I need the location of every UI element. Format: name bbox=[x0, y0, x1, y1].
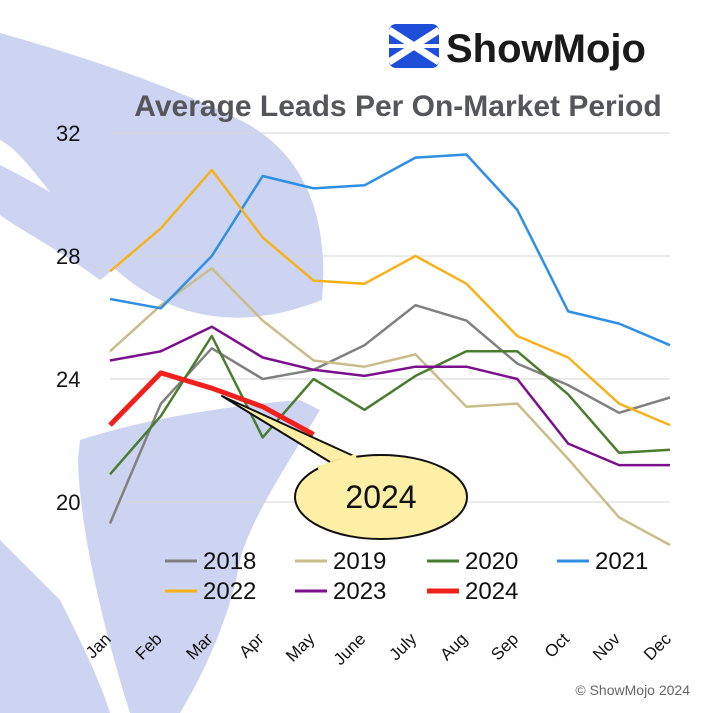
background-swoosh-top bbox=[0, 33, 324, 318]
callout-2024: 2024 bbox=[221, 395, 468, 540]
brand-logo: ShowMojo bbox=[387, 24, 646, 71]
series-lines bbox=[108, 153, 671, 547]
brand-name: ShowMojo bbox=[446, 27, 646, 71]
x-tick-label: Aug bbox=[436, 629, 471, 664]
y-axis-ticks: 20 24 28 32 bbox=[56, 121, 80, 515]
x-tick-label: Nov bbox=[589, 629, 624, 664]
legend-label-2021: 2021 bbox=[595, 548, 648, 575]
x-tick-label: Dec bbox=[640, 629, 675, 664]
callout-bubble bbox=[294, 454, 468, 540]
y-tick-label: 24 bbox=[56, 367, 80, 392]
y-tick-label: 20 bbox=[56, 490, 80, 515]
series-line-2022 bbox=[109, 168, 671, 427]
callout-pointer bbox=[221, 395, 359, 463]
y-tick-label: 28 bbox=[56, 244, 80, 269]
x-tick-label: Sep bbox=[487, 629, 522, 664]
background-swoosh-bottom bbox=[78, 400, 320, 713]
background-swoosh-corner bbox=[0, 540, 110, 713]
x-tick-label: Apr bbox=[235, 629, 267, 661]
x-tick-label: Oct bbox=[541, 629, 573, 661]
series-line-2020 bbox=[109, 334, 671, 476]
series-line-2021 bbox=[109, 153, 671, 347]
chart-title: Average Leads Per On-Market Period bbox=[134, 90, 661, 123]
showmojo-flag-icon bbox=[387, 24, 441, 68]
legend: 2018 2019 2020 2021 2022 2023 2024 bbox=[165, 548, 648, 605]
legend-label-2024: 2024 bbox=[465, 578, 518, 605]
callout-joint bbox=[317, 454, 357, 470]
series-line-2023 bbox=[109, 325, 670, 467]
series-line-2024 bbox=[108, 370, 315, 437]
callout-label: 2024 bbox=[345, 479, 416, 515]
legend-label-2020: 2020 bbox=[465, 548, 518, 575]
legend-label-2018: 2018 bbox=[203, 548, 256, 575]
series-line-2018 bbox=[108, 303, 671, 524]
y-tick-label: 32 bbox=[56, 121, 80, 146]
x-tick-label: May bbox=[282, 629, 318, 665]
legend-label-2022: 2022 bbox=[203, 578, 256, 605]
x-tick-label: June bbox=[330, 629, 370, 669]
background-swoosh-left bbox=[0, 165, 130, 280]
x-tick-label: July bbox=[385, 629, 420, 664]
legend-label-2019: 2019 bbox=[333, 548, 386, 575]
copyright-text: © ShowMojo 2024 bbox=[575, 682, 690, 698]
background-decoration bbox=[0, 33, 324, 713]
legend-label-2023: 2023 bbox=[333, 578, 386, 605]
series-line-2019 bbox=[109, 267, 671, 547]
